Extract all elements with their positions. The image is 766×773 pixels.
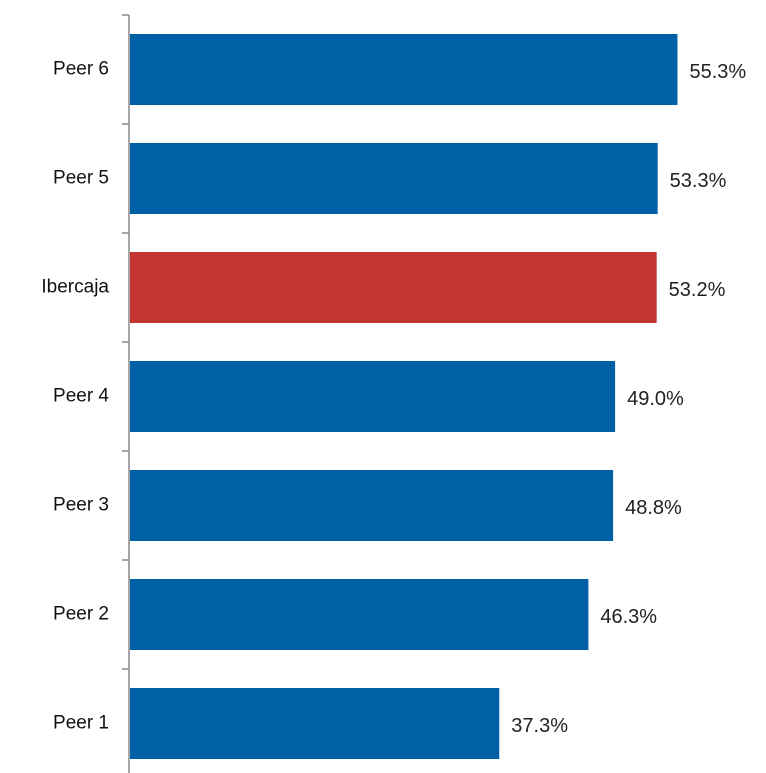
category-label-ibercaja: Ibercaja [41, 277, 109, 298]
value-label-peer-6: 55.3% [689, 61, 746, 83]
value-label-peer-5: 53.3% [670, 170, 727, 192]
bar-peer-4 [130, 361, 616, 432]
category-label-peer-3: Peer 3 [53, 495, 109, 516]
category-label-peer-6: Peer 6 [53, 59, 109, 80]
bar-peer-1 [130, 688, 500, 759]
category-label-peer-5: Peer 5 [53, 168, 109, 189]
category-label-peer-2: Peer 2 [53, 604, 109, 625]
category-label-peer-1: Peer 1 [53, 713, 109, 734]
bar-peer-2 [130, 579, 589, 650]
bar-ibercaja [130, 252, 657, 323]
bar-peer-3 [130, 470, 614, 541]
value-label-peer-4: 49.0% [627, 388, 684, 410]
category-label-peer-4: Peer 4 [53, 386, 109, 407]
axis-layer [122, 14, 130, 773]
bar-peer-6 [130, 34, 678, 105]
label-layer: Peer 6 55.3% Peer 5 53.3% Ibercaja 53.2% Peer … [41, 59, 746, 737]
value-label-peer-1: 37.3% [511, 715, 568, 737]
value-label-ibercaja: 53.2% [669, 279, 726, 301]
value-label-peer-3: 48.8% [625, 497, 682, 519]
value-label-peer-2: 46.3% [600, 606, 657, 628]
bar-peer-5 [130, 143, 658, 214]
bar-layer [130, 34, 678, 759]
